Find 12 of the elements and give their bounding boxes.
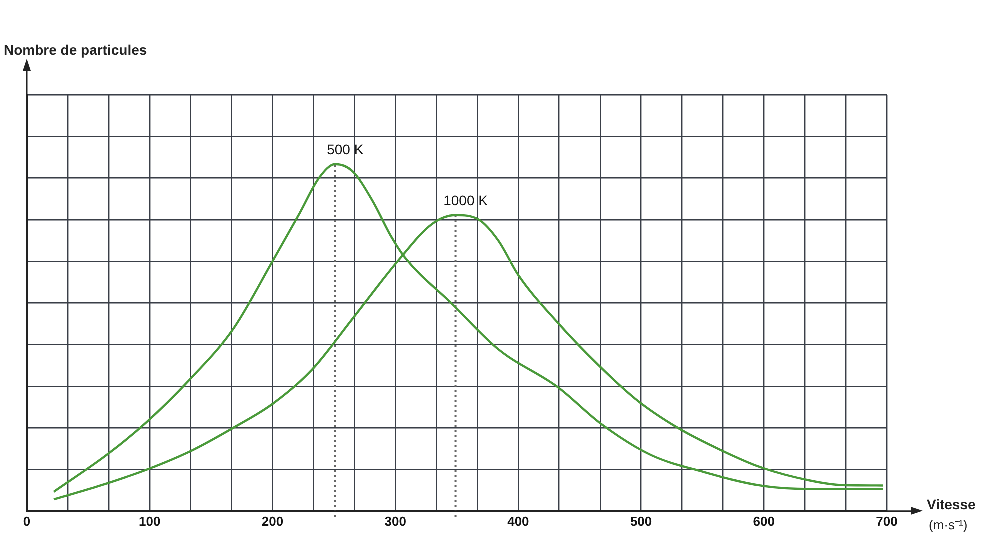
series-label: 500 K: [327, 141, 364, 158]
text: Nombre de particules: [4, 42, 148, 58]
x-tick-label: 0: [23, 514, 31, 529]
x-tick-label: 700: [876, 514, 898, 529]
x-tick-label: 100: [139, 514, 161, 529]
x-axis-title: Vitesse (m·s⁻¹): [927, 496, 976, 532]
series-label: 1000 K: [444, 192, 489, 208]
x-tick-label: 500: [630, 514, 652, 529]
x-tick-label: 200: [262, 514, 284, 529]
x-tick-label: 300: [384, 514, 406, 529]
x-tick-label: 400: [508, 514, 530, 529]
x-tick-label: 600: [753, 514, 775, 529]
